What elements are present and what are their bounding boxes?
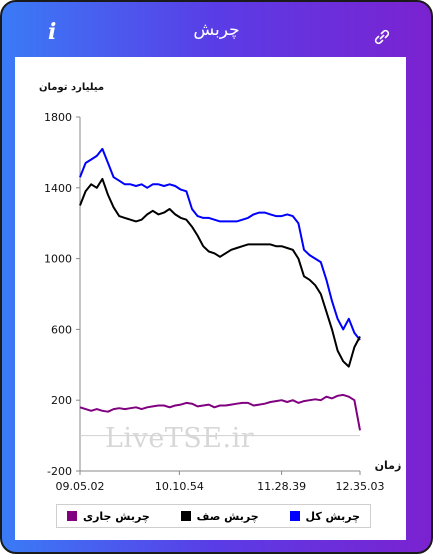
line-chart: -200 200 600 1000 1400 1800 09.05.02 10.10.54 11…: [44, 111, 402, 493]
legend-label-current: چربش جاری: [83, 509, 150, 523]
x-axis-label: زمان: [375, 459, 402, 472]
y-tick-label: 1000: [44, 253, 72, 266]
y-tick-label: -200: [47, 465, 72, 478]
y-axis-label: میلیارد تومان: [39, 82, 105, 93]
y-tick-label: 1800: [44, 111, 72, 124]
series-line-1: [79, 177, 361, 368]
page-title: چربش: [193, 20, 240, 40]
x-tick-label: 11.28.39: [257, 480, 306, 493]
legend-swatch-total: [289, 511, 300, 521]
series-line-2: [79, 393, 361, 431]
series-line-0: [79, 147, 361, 341]
legend-label-total: چربش کل: [305, 509, 361, 523]
legend-swatch-queue: [180, 511, 191, 521]
info-icon[interactable]: i: [48, 19, 57, 45]
x-tick-label: 10.10.54: [155, 480, 204, 493]
y-tick-label: 200: [51, 394, 72, 407]
header-bar: i چربش: [2, 2, 431, 58]
legend-item-total[interactable]: چربش کل: [289, 509, 361, 523]
chart-panel: میلیارد تومان -200 200 600 1000 1400 1800 09.0…: [15, 57, 406, 540]
watermark: LiveTSE.ir: [105, 423, 255, 454]
legend-swatch-current: [67, 511, 77, 521]
legend-item-queue[interactable]: چربش صف: [180, 509, 259, 523]
link-icon[interactable]: [372, 27, 392, 47]
x-tick-label: 09.05.02: [56, 480, 105, 493]
y-tick-label: 600: [51, 323, 72, 336]
x-tick-label: 12.35.03: [336, 480, 385, 493]
legend-label-queue: چربش صف: [196, 509, 259, 523]
legend-item-current[interactable]: چربش جاری: [67, 510, 150, 523]
y-tick-label: 1400: [44, 182, 72, 195]
chart-legend: چربش جاری چربش صف چربش کل: [56, 504, 371, 528]
